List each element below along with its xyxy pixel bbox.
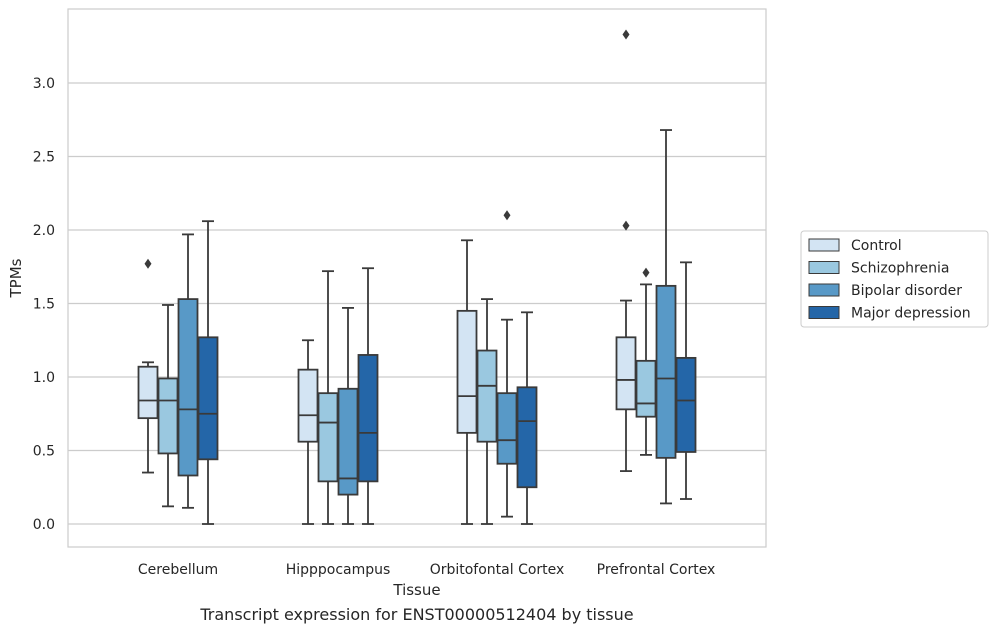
legend-label: Major depression	[851, 306, 971, 322]
iqr-box	[496, 392, 518, 465]
outlier-point	[642, 267, 650, 278]
legend-label: Bipolar disorder	[851, 283, 962, 299]
chart-caption: Transcript expression for ENST0000051240…	[200, 605, 634, 624]
legend-swatch	[808, 238, 840, 252]
legend-label: Schizophrenia	[851, 261, 949, 277]
box-schizophrenia	[157, 304, 179, 508]
iqr-box	[157, 377, 179, 455]
x-tick-label: Cerebellum	[138, 562, 218, 578]
y-tick-label: 2.0	[33, 223, 55, 239]
iqr-box	[476, 349, 498, 443]
y-tick-label: 0.5	[33, 444, 55, 460]
box-schizophrenia	[476, 298, 498, 525]
legend-swatch	[808, 283, 840, 297]
box-major-depression	[197, 220, 219, 525]
box-bipolar-disorder	[177, 233, 199, 509]
y-tick-labels: 0.0 0.5 1.0 1.5 2.0 2.5 3.0	[33, 76, 55, 533]
box-bipolar-disorder	[496, 210, 518, 518]
boxes	[137, 29, 697, 525]
iqr-box	[675, 356, 697, 453]
y-axis-title: TPMs	[7, 258, 25, 298]
x-tick-label: Hipppocampus	[286, 562, 391, 578]
iqr-box	[337, 387, 359, 496]
y-tick-label: 0.0	[33, 517, 55, 533]
legend-frame	[800, 230, 989, 328]
box-major-depression	[675, 261, 697, 500]
box-control	[456, 239, 478, 525]
iqr-box	[317, 392, 339, 483]
legend-swatch	[808, 306, 840, 319]
outlier-point	[144, 258, 152, 269]
box-control	[297, 339, 319, 525]
legend: Control Schizophrenia Bipolar disorder Majo…	[800, 230, 989, 328]
iqr-box	[635, 359, 657, 418]
y-tick-label: 1.0	[33, 370, 55, 386]
x-tick-label: Orbitofontal Cortex	[430, 562, 565, 578]
outlier-point	[622, 29, 630, 40]
box-control	[615, 29, 637, 472]
box-schizophrenia	[317, 270, 339, 525]
iqr-box	[357, 354, 379, 483]
iqr-box	[615, 336, 637, 411]
plot-area-frame	[67, 8, 767, 548]
box-bipolar-disorder	[337, 307, 359, 525]
iqr-box	[297, 368, 319, 443]
iqr-box	[655, 284, 677, 459]
y-tick-label: 3.0	[33, 76, 55, 92]
y-tick-label: 2.5	[33, 150, 55, 166]
iqr-box	[177, 298, 199, 477]
x-tick-label: Prefrontal Cortex	[597, 562, 716, 578]
iqr-box	[197, 336, 219, 461]
y-tick-label: 1.5	[33, 297, 55, 313]
box-major-depression	[516, 311, 538, 525]
x-axis-title: Tissue	[392, 581, 440, 599]
iqr-box	[137, 365, 159, 420]
box-bipolar-disorder	[655, 129, 677, 505]
outlier-point	[503, 210, 511, 221]
iqr-box	[516, 386, 538, 489]
x-tick-labels: Cerebellum Hipppocampus Orbitofontal Corte…	[138, 562, 715, 578]
legend-label: Control	[851, 238, 902, 254]
box-control	[137, 258, 159, 474]
box-schizophrenia	[635, 267, 657, 456]
iqr-box	[456, 309, 478, 434]
legend-swatch	[808, 261, 840, 274]
outlier-point	[622, 220, 630, 231]
box-major-depression	[357, 267, 379, 525]
